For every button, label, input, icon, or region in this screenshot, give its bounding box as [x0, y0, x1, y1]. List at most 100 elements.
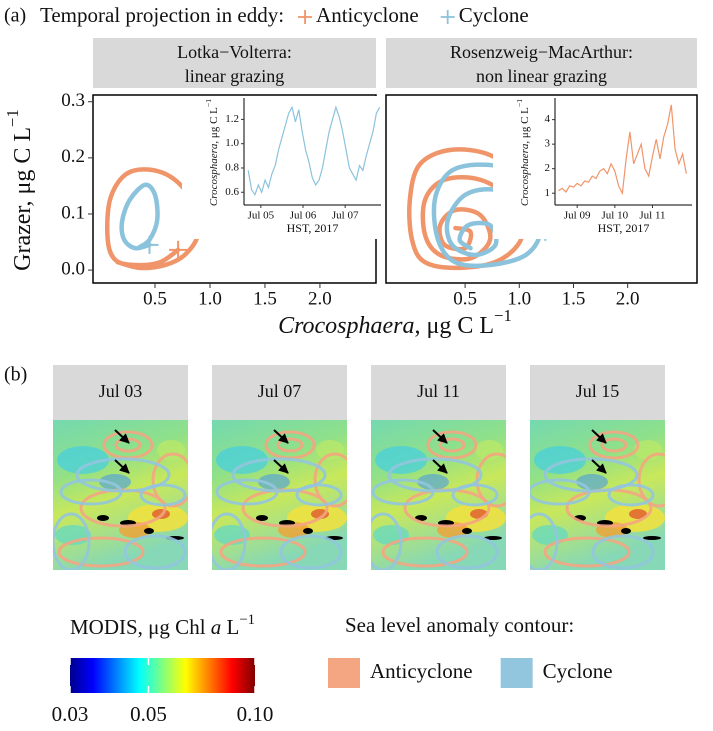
facet-title: linear grazing	[185, 66, 284, 86]
label-part: , μg C L	[208, 107, 220, 144]
label-part: −1	[3, 109, 22, 127]
y-tick-label: 3	[545, 138, 551, 150]
map	[212, 420, 347, 570]
map-date: Jul 03	[99, 381, 143, 401]
anticyclone-contour	[219, 536, 307, 568]
colorbar-tick-label: 0.03	[52, 702, 89, 726]
facet-title: non linear grazing	[476, 66, 607, 86]
trajectory	[407, 147, 533, 271]
time-series	[558, 104, 687, 196]
x-tick-label: 2.0	[616, 288, 640, 309]
cyclone-contour	[530, 478, 591, 506]
anticyclone-contour	[57, 536, 145, 568]
map	[530, 420, 665, 570]
anticyclone-contour	[276, 437, 304, 453]
inset-background	[493, 96, 694, 239]
y-tick-label: 0.3	[61, 90, 85, 111]
label-part: Crocosphaera	[278, 313, 414, 339]
label-part: −1	[204, 99, 213, 107]
x-tick-label: Jul 09	[564, 210, 591, 222]
x-axis-title: HST, 2017	[287, 221, 339, 235]
x-axis-title: HST, 2017	[598, 221, 650, 235]
cyclone-contour	[139, 483, 187, 507]
x-tick-label: 2.0	[308, 288, 332, 309]
label-part: , μg C L	[415, 313, 495, 339]
label-part: Grazer, μg C L	[10, 127, 36, 271]
map-date: Jul 07	[258, 381, 302, 401]
map-strip	[212, 365, 347, 420]
map-strip	[53, 365, 188, 420]
cyclone-contour	[215, 478, 279, 506]
cyclone-contour	[75, 457, 171, 493]
cyclone-contour	[591, 534, 655, 570]
x-tick-label: Jul 11	[639, 210, 665, 222]
eddy-arrow	[432, 429, 448, 444]
facet-title: Lotka−Volterra:	[177, 42, 292, 62]
x-tick-label: 0.5	[453, 288, 477, 309]
facet-title: Rosenzweig−MacArthur:	[450, 42, 633, 62]
cyclone-contour	[53, 512, 91, 570]
y-tick-label: 1.0	[225, 137, 239, 149]
contour-legend-swatch	[328, 658, 360, 688]
anticyclone-contour	[426, 430, 478, 460]
anticyclone-contour	[588, 430, 640, 460]
map	[53, 420, 188, 570]
eddy-arrow	[114, 429, 130, 444]
time-series	[247, 105, 381, 196]
x-tick-label: 1.5	[562, 288, 586, 309]
panel-label: (a)	[4, 5, 26, 27]
eddy-arrow	[432, 459, 448, 474]
cyclone-contour	[530, 512, 559, 570]
y-tick-label: 1	[545, 187, 551, 199]
cyclone-contour	[543, 457, 639, 493]
y-tick-label: 1.2	[225, 113, 239, 125]
cyclone-contour	[387, 457, 483, 493]
cyclone-contour	[435, 534, 499, 570]
anticyclone-contour	[543, 536, 631, 568]
contour-legend-swatch	[500, 658, 533, 688]
label-part: −1	[494, 306, 512, 325]
x-tick-label: Jul 10	[602, 210, 629, 222]
eddy-arrow	[591, 459, 607, 474]
label-part: −1	[239, 612, 255, 628]
y-tick-label: 4	[545, 113, 551, 125]
x-tick-label: Jul 07	[332, 210, 359, 222]
contour-legend-label: Anticyclone	[370, 659, 473, 683]
label-part: a	[211, 615, 222, 639]
x-tick-label: 0.5	[143, 288, 167, 309]
y-tick-label: 2	[545, 162, 551, 174]
anticyclone-contour	[313, 452, 347, 508]
label-part: L	[221, 615, 239, 639]
contour-legend-label: Cyclone	[543, 659, 613, 683]
label-part: , μg C L	[519, 107, 531, 144]
anticyclone-contour	[600, 437, 628, 453]
trajectory	[105, 167, 201, 271]
x-axis-title: Crocosphaera, μg C L−1	[278, 306, 512, 338]
y-tick-label: 0.8	[225, 162, 239, 174]
cyclone-contour	[231, 457, 327, 493]
anticyclone-contour	[438, 437, 466, 453]
label-part: Crocosphaera	[519, 143, 531, 206]
legend-label: Cyclone	[459, 3, 529, 27]
eddy-arrow	[273, 429, 289, 444]
label-part: MODIS, μg Chl	[70, 615, 211, 639]
cyclone-contour	[212, 512, 247, 570]
y-axis-title: Crocosphaera, μg C L−1	[204, 99, 219, 206]
cyclone-contour	[451, 483, 499, 507]
y-tick-label: 0.6	[225, 186, 239, 198]
cyclone-contour	[295, 483, 343, 507]
map-strip	[371, 365, 506, 420]
x-tick-label: Jul 05	[248, 210, 275, 222]
cyclone-contour	[279, 534, 343, 570]
colorbar	[70, 658, 255, 693]
map-field	[530, 420, 665, 570]
cyclone-contour	[371, 512, 403, 570]
anticyclone-contour	[381, 536, 469, 568]
cyclone-contour	[123, 534, 187, 570]
facet-strip	[93, 38, 376, 88]
colorbar-title: MODIS, μg Chl a L−1	[70, 612, 255, 638]
colorbar-tick-label: 0.05	[130, 702, 167, 726]
y-axis-title: Grazer, μg C L−1	[3, 109, 35, 271]
eddy-arrow	[591, 429, 607, 444]
anticyclone-contour	[637, 452, 665, 508]
